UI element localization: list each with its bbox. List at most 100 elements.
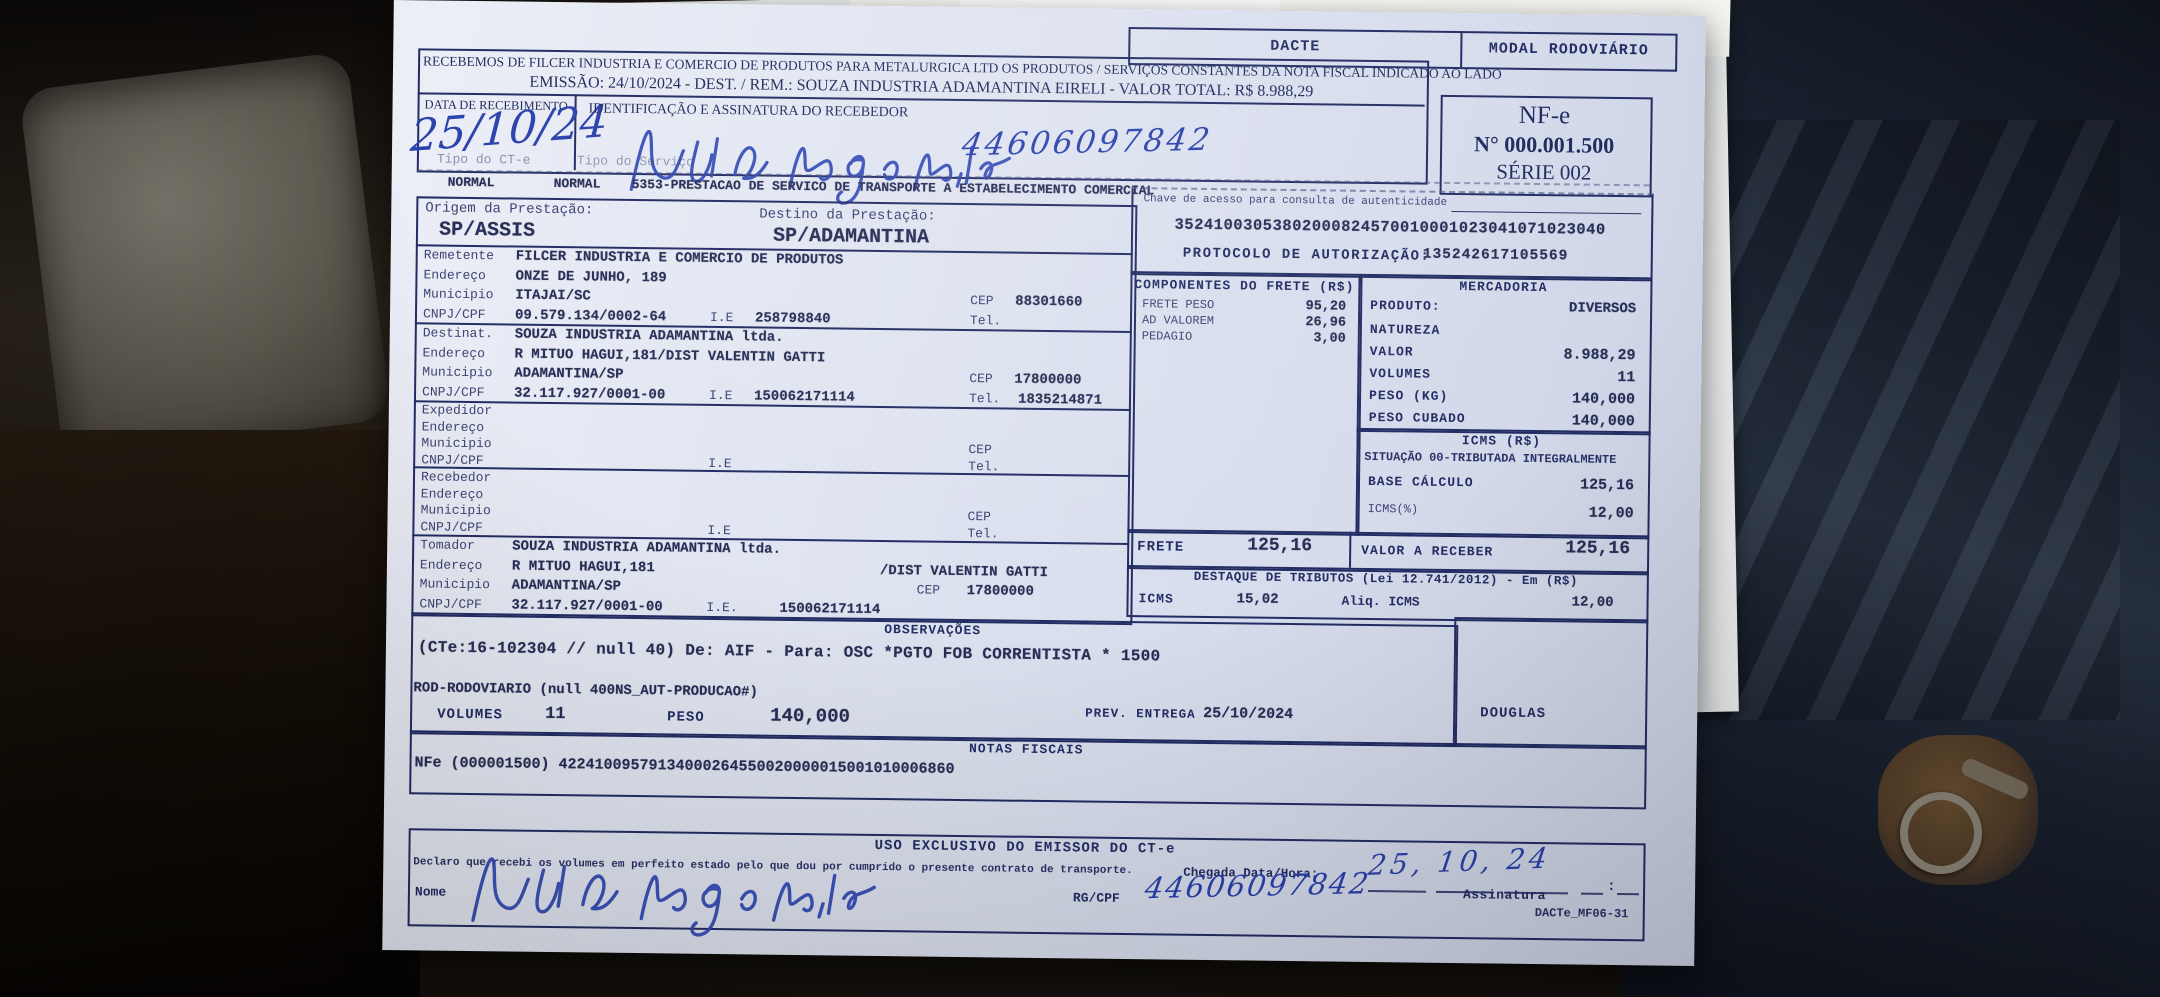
rgcpf-label: RG/CPF — [1072, 890, 1120, 906]
cep-label: CEP — [968, 442, 992, 458]
background-floor — [0, 430, 410, 997]
componente-row: PEDAGIO 3,00 — [1130, 329, 1358, 347]
peso-row-label: PESO — [667, 709, 705, 726]
dacte-document: DACTE MODAL RODOVIÁRIO RECEBEMOS DE FILC… — [382, 0, 1706, 966]
protocolo-value: 135242617105569 — [1422, 246, 1569, 265]
nfe-numero: N° 000.001.500 — [1473, 131, 1615, 158]
mercadoria-row: VALOR 8.988,29 — [1358, 344, 1648, 365]
ie-label: I.E. — [706, 599, 738, 615]
receiver-document-handwritten: 44606097842 — [959, 121, 1215, 164]
tel-label: Tel. — [968, 458, 1000, 474]
tipo-cte-label: Tipo do CT-e — [436, 151, 531, 168]
volumes-label: VOLUMES — [1369, 365, 1432, 382]
cep-label: CEP — [916, 582, 941, 598]
volumes-value: 11 — [1617, 368, 1636, 387]
peso-cubado-label: PESO CUBADO — [1368, 409, 1466, 427]
valor-receber-value: 125,16 — [1565, 538, 1631, 560]
tel-label: Tel. — [969, 312, 1002, 328]
valor-receber-label: VALOR A RECEBER — [1361, 542, 1494, 560]
nome-label: Nome — [414, 884, 447, 900]
icms-row: BASE CÁLCULO 125,16 — [1356, 474, 1646, 495]
peso-cubado-value: 140,000 — [1571, 412, 1635, 431]
rgcpf-handwritten: 44606097842 — [1142, 866, 1373, 906]
componente-label: PEDAGIO — [1141, 329, 1193, 344]
tel-value: 1835214871 — [1017, 391, 1103, 409]
cnpj-label: CNPJ/CPF — [420, 518, 483, 535]
volumes-row-label: VOLUMES — [437, 706, 504, 724]
mercadoria-row: PESO (KG) 140,000 — [1357, 388, 1647, 409]
party-role: Tomador — [420, 537, 475, 554]
endereco-value: ONZE DE JUNHO, 189 — [515, 268, 667, 286]
cnpj-value: 32.117.927/0001-00 — [513, 385, 666, 403]
componente-row: AD VALOREM 26,96 — [1130, 313, 1358, 331]
municipio-value: ITAJAI/SC — [515, 287, 591, 305]
nfe-title: NF-e — [1518, 101, 1571, 130]
valor-label: VALOR — [1369, 343, 1414, 360]
cnpj-label: CNPJ/CPF — [421, 383, 485, 400]
icms-row: ICMS(%) 12,00 — [1356, 502, 1646, 523]
ie-value: 150062171114 — [779, 600, 881, 618]
party-role: Remetente — [423, 247, 495, 264]
modal-label: MODAL RODOVIÁRIO — [1488, 40, 1649, 60]
endereco-label: Endereço — [421, 418, 485, 435]
assinatura-label: Assinatura — [1462, 887, 1547, 904]
componente-row: FRETE PESO 95,20 — [1130, 297, 1358, 315]
componente-value: 26,96 — [1305, 315, 1347, 331]
mercadoria-row: VOLUMES 11 — [1357, 366, 1647, 387]
party-name: SOUZA INDUSTRIA ADAMANTINA ltda. — [514, 326, 784, 346]
frete-row-divider — [1348, 531, 1352, 568]
icms-aliq-value: 12,00 — [1588, 504, 1634, 523]
componente-value: 3,00 — [1313, 331, 1346, 347]
valor-value: 8.988,29 — [1563, 346, 1636, 365]
ie-value: 258798840 — [754, 309, 831, 327]
background-gray-mat — [18, 51, 392, 459]
endereco-label: Endereço — [422, 344, 486, 361]
endereco-value: R MITUO HAGUI,181 — [511, 558, 655, 576]
hora-blank-1 — [1581, 892, 1604, 895]
cep-label: CEP — [970, 293, 994, 309]
endereco-value: R MITUO HAGUI,181/DIST VALENTIN GATTI — [514, 346, 826, 366]
componente-value: 95,20 — [1305, 299, 1347, 315]
prev-entrega-value: 25/10/2024 — [1203, 704, 1294, 724]
party-role: Expedidor — [421, 402, 493, 419]
background-fabric-folds — [1700, 120, 2120, 720]
base-calculo-value: 125,16 — [1579, 476, 1635, 495]
tipo-servico-value: NORMAL — [553, 175, 601, 192]
prev-entrega-label: PREV. ENTREGA — [1085, 706, 1196, 722]
ie-label: I.E — [708, 387, 733, 403]
tipo-cte-value: NORMAL — [447, 174, 495, 191]
tributos-icms-value: 15,02 — [1236, 591, 1279, 608]
cnpj-value: 32.117.927/0001-00 — [511, 597, 663, 615]
municipio-label: Municipio — [422, 364, 493, 381]
recebedor-block: Recebedor Endereço Municipio CEP CNPJ/CPF… — [420, 469, 1126, 544]
componente-label: AD VALOREM — [1141, 313, 1215, 329]
party-name: SOUZA INDUSTRIA ADAMANTINA ltda. — [512, 538, 782, 558]
municipio-label: Municipio — [423, 286, 494, 303]
tipo-servico-label: Tipo do Serviço — [576, 153, 695, 170]
componente-label: FRETE PESO — [1142, 297, 1215, 313]
componentes-title: COMPONENTES DO FRETE (R$) — [1134, 277, 1355, 295]
municipio-label: Municipio — [421, 435, 492, 452]
frete-label: FRETE — [1137, 539, 1185, 556]
form-code: DACTe_MF06-31 — [1534, 906, 1629, 922]
origem-value: SP/ASSIS — [438, 218, 536, 243]
municipio-label: Municipio — [419, 576, 491, 593]
municipio-value: ADAMANTINA/SP — [514, 365, 624, 383]
hora-blank-2 — [1617, 893, 1640, 896]
cnpj-value: 09.579.134/0002-64 — [514, 307, 667, 325]
expedidor-block: Expedidor Endereço Municipio CEP CNPJ/CPF… — [421, 402, 1127, 477]
peso-label: PESO (KG) — [1369, 387, 1449, 404]
cnpj-label: CNPJ/CPF — [419, 595, 482, 612]
destino-value: SP/ADAMANTINA — [772, 224, 930, 250]
conferente-name: DOUGLAS — [1480, 705, 1547, 723]
endereco-label: Endereço — [423, 266, 487, 283]
remetente-block: Remetente FILCER INDUSTRIA E COMERCIO DE … — [423, 247, 1129, 334]
endereco2-value: /DIST VALENTIN GATTI — [879, 562, 1049, 581]
cep-label: CEP — [969, 371, 993, 387]
municipio-value: ADAMANTINA/SP — [511, 577, 622, 595]
key-fob — [1878, 735, 2038, 885]
ie-label: I.E — [708, 455, 732, 471]
municipio-label: Municipio — [420, 502, 491, 519]
party-role: Destinat. — [422, 325, 494, 342]
produto-value: DIVERSOS — [1568, 300, 1637, 318]
